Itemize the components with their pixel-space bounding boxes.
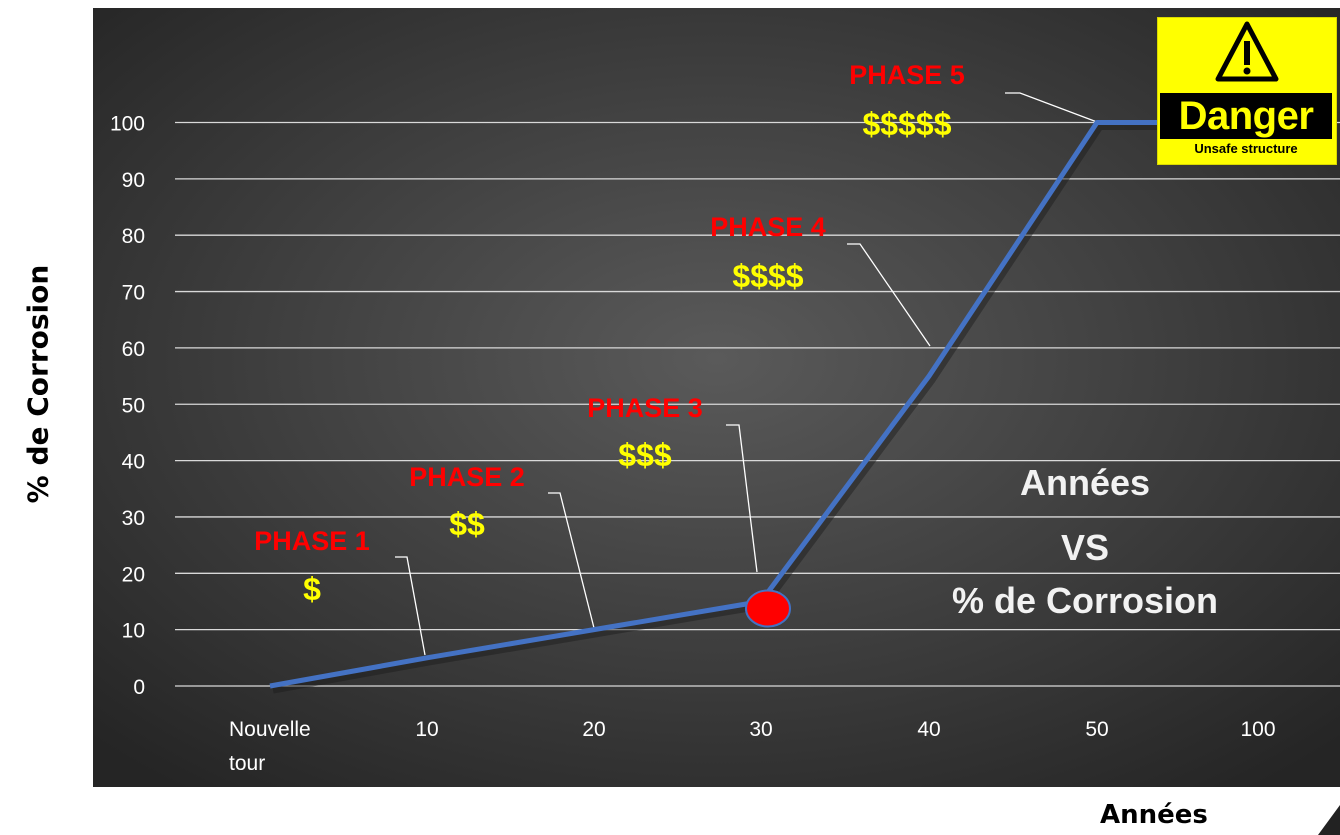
y-tick-label: 0 (133, 676, 145, 699)
chart-title-line: Années (1020, 462, 1150, 503)
y-tick-label: 50 (122, 394, 145, 417)
y-tick-label: 60 (122, 338, 145, 361)
x-tick-label: 20 (582, 718, 605, 741)
phase-cost-label: $$$$ (732, 258, 803, 294)
danger-subtitle: Unsafe structure (1194, 141, 1298, 156)
chart-title-line: VS (1061, 527, 1109, 568)
phase-leader-line (726, 424, 758, 573)
phase-label: PHASE 5 (849, 60, 965, 90)
chart-title-line: % de Corrosion (952, 580, 1218, 621)
y-tick-label: 90 (122, 169, 145, 192)
phase-label: PHASE 1 (254, 526, 370, 556)
phase-leader-line (395, 556, 426, 656)
x-tick-label: 40 (917, 718, 940, 741)
phase-cost-label: $$ (449, 506, 485, 542)
highlight-marker (745, 589, 791, 628)
y-axis-label: % de Corrosion (21, 264, 55, 504)
y-tick-label: 80 (122, 225, 145, 248)
phase-label: PHASE 2 (409, 462, 525, 492)
x-tick-label: Nouvelle tour (229, 718, 311, 775)
phase-label: PHASE 4 (710, 212, 826, 242)
y-tick-label: 10 (122, 620, 145, 643)
y-tick-label: 20 (122, 563, 145, 586)
x-tick-label: 50 (1085, 718, 1108, 741)
x-axis-label: Années (1100, 800, 1208, 830)
phase-leader-line (847, 243, 931, 347)
x-tick-label: 100 (1240, 718, 1275, 741)
danger-sign: Danger Unsafe structure (1157, 17, 1337, 165)
phase-cost-label: $$$ (618, 437, 672, 473)
y-tick-label: 40 (122, 451, 145, 474)
y-tick-label: 30 (122, 507, 145, 530)
warning-triangle-icon (1215, 21, 1279, 82)
phase-cost-label: $$$$$ (863, 106, 952, 142)
y-tick-label: 70 (122, 282, 145, 305)
phase-leader-line (1005, 92, 1098, 123)
corner-arrow-icon (1318, 805, 1340, 835)
x-tick-label: 30 (749, 718, 772, 741)
phase-cost-label: $ (303, 571, 321, 607)
phase-leader-line (548, 492, 595, 629)
phase-label: PHASE 3 (587, 393, 703, 423)
x-tick-label: 10 (415, 718, 438, 741)
danger-word: Danger (1160, 93, 1332, 139)
y-tick-label: 100 (110, 113, 145, 136)
plot-background (93, 8, 1340, 787)
